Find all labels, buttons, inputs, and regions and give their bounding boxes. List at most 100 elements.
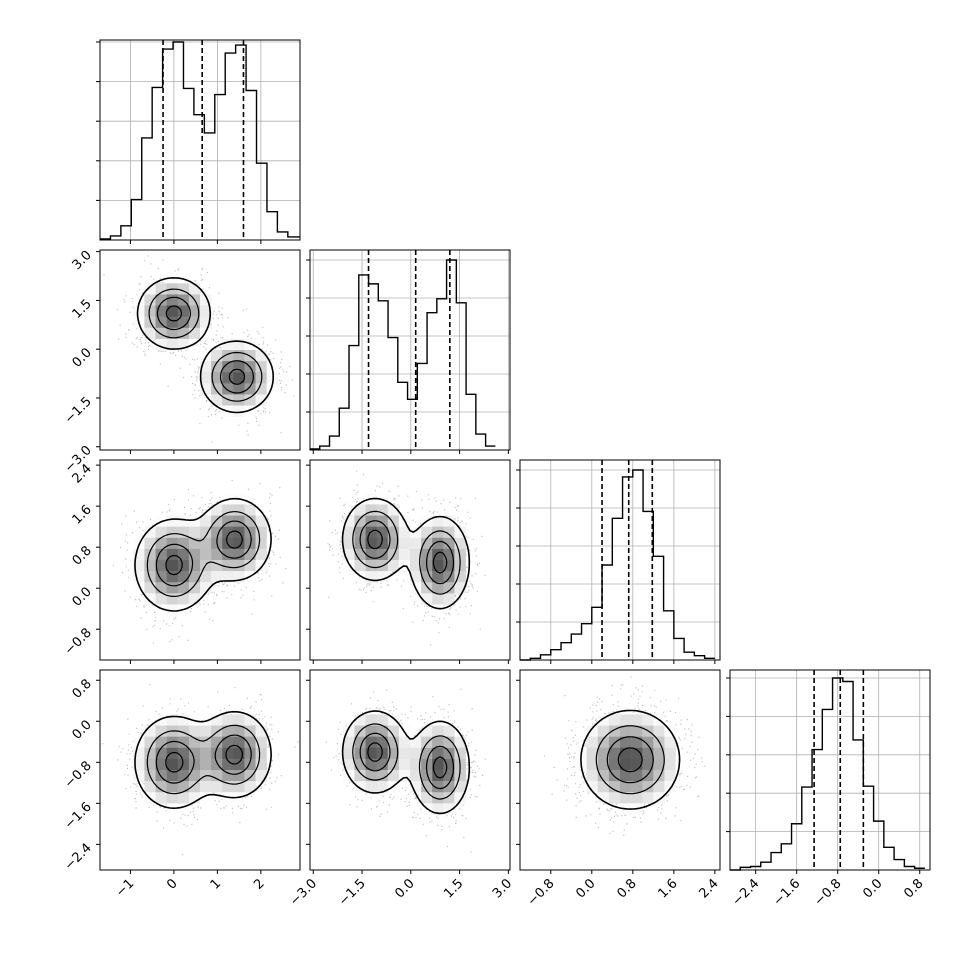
y-tick-label: 0.8 [70, 543, 95, 568]
density-cell [631, 714, 643, 726]
density-cell [177, 526, 190, 539]
contour-line [352, 723, 461, 800]
contour-line [341, 497, 471, 610]
density-cell [454, 526, 466, 539]
histogram-step [100, 41, 300, 240]
density-cell [631, 725, 643, 737]
density-cell [454, 792, 466, 804]
density-cell [454, 736, 466, 749]
panel-frame [309, 669, 511, 871]
density-cell [233, 405, 245, 417]
density-cell [155, 725, 167, 737]
density-cell [620, 725, 632, 737]
density-cell [664, 747, 676, 760]
density-cell [608, 747, 621, 760]
density-cell [177, 792, 190, 804]
density-cell [188, 526, 201, 539]
density-cell [166, 526, 179, 539]
density-cell [177, 338, 190, 351]
density-cell [255, 350, 267, 362]
density-cell [200, 372, 212, 384]
y-tick-label: 1.6 [70, 502, 95, 527]
density-cell [443, 593, 455, 605]
density-cell [222, 548, 234, 561]
density-cell [398, 736, 411, 749]
density-cell [233, 571, 245, 583]
density-cell [144, 582, 156, 594]
density-cell [642, 714, 654, 726]
density-cell [155, 604, 167, 616]
density-cell [664, 736, 676, 749]
density-cell [233, 747, 245, 760]
density-cell [354, 548, 366, 561]
density-cell [343, 526, 355, 539]
density-cell [166, 305, 179, 317]
contour-line [134, 710, 272, 809]
density-cell [343, 548, 355, 561]
x-tick-label: 0.0 [392, 876, 417, 901]
density-cell [222, 361, 234, 373]
density-cell [631, 770, 643, 782]
scatter-panel [516, 669, 721, 874]
density-cell [410, 571, 422, 583]
x-tick-label: −1.6 [771, 876, 804, 909]
density-cell [177, 736, 190, 749]
density-cell [188, 548, 201, 561]
density-cell [144, 736, 156, 749]
x-tick-label: 2.4 [696, 876, 721, 901]
density-cell [177, 593, 190, 605]
density-cell [343, 747, 355, 760]
density-cell [166, 571, 179, 583]
contour-line [156, 296, 254, 394]
density-cell [211, 758, 223, 771]
density-cell [222, 383, 234, 395]
density-cell [200, 537, 212, 550]
density-cell [211, 383, 223, 395]
density-cell [608, 781, 621, 793]
density-cell [166, 582, 179, 594]
density-cell [211, 515, 223, 527]
density-cell [166, 736, 179, 749]
density-cell [443, 571, 455, 583]
y-tick-label: −0.8 [62, 625, 95, 658]
scatter-panel [306, 669, 511, 874]
density-cell [188, 725, 201, 737]
density-cell [211, 571, 223, 583]
x-tick-label: 1 [208, 876, 224, 892]
density-cell [432, 548, 444, 561]
density-cell [354, 714, 366, 726]
density-cell [200, 548, 212, 561]
density-cell [244, 383, 256, 395]
density-cell [244, 504, 256, 516]
density-cell [233, 714, 245, 726]
density-cell [365, 747, 377, 760]
contour-line [146, 511, 261, 597]
density-cell [631, 758, 643, 771]
y-tick-label: 0.0 [70, 345, 95, 370]
density-cell [200, 725, 212, 737]
density-cell [653, 770, 665, 782]
density-cell [620, 703, 632, 715]
density-cell [653, 781, 665, 793]
density-cell [432, 593, 444, 605]
x-tick-label: 0.0 [573, 876, 598, 901]
density-cell [586, 736, 599, 749]
contour-line [165, 530, 243, 576]
density-cell [586, 770, 599, 782]
density-cell [188, 305, 201, 317]
density-cell [255, 394, 267, 406]
density-cell [244, 560, 256, 572]
density-cell [255, 736, 267, 749]
density-cell [432, 560, 444, 572]
density-cell [244, 736, 256, 749]
density-cell [454, 781, 466, 793]
density-cell [166, 593, 179, 605]
density-cell [177, 537, 190, 550]
contour-line [359, 520, 455, 585]
density-cell [244, 770, 256, 782]
panel-background [310, 250, 510, 450]
panel-background [730, 670, 930, 870]
density-cell [200, 714, 212, 726]
density-cell [432, 758, 444, 771]
density-cell [376, 515, 389, 527]
